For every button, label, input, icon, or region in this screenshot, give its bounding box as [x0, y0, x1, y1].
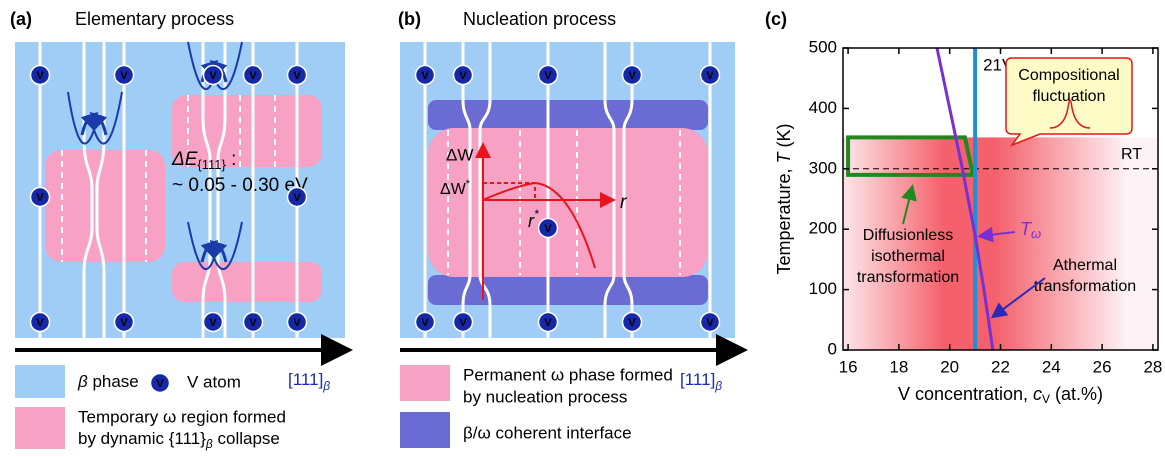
x-tick-label: 24: [1042, 357, 1061, 376]
athermal-label: transformation: [1034, 278, 1136, 295]
v-atom-symbol: V: [459, 70, 467, 82]
x-axis-label: V concentration, cV (at.%): [898, 384, 1103, 406]
barrier-sup: *: [466, 178, 471, 190]
isothermal-label: transformation: [857, 269, 959, 286]
y-axis-text: Temperature,: [774, 163, 794, 274]
energy-colon: :: [226, 149, 237, 170]
direction-sub: β: [714, 379, 722, 393]
isothermal-label: Diffusionless: [863, 227, 953, 244]
figure: (a) Elementary process ΔE{111} : ~ 0.05 …: [0, 0, 1165, 457]
panel-b: (b) Nucleation process ΔW ΔW* r* r Perma…: [398, 9, 740, 448]
legend-text: by dynamic {111}β collapse: [78, 429, 280, 451]
x-tick-label: 28: [1143, 357, 1162, 376]
v-atom-symbol: V: [544, 223, 552, 235]
legend-symbol: β: [77, 372, 88, 391]
v-atom-symbol: V: [544, 70, 552, 82]
v-atom-symbol: V: [544, 317, 552, 329]
y-tick-label: 300: [809, 158, 837, 177]
legend-text: by nucleation process: [463, 387, 627, 406]
v-atom-symbol: V: [628, 70, 636, 82]
barrier-main: ΔW: [440, 181, 467, 198]
x-axis-var: c: [1033, 384, 1042, 404]
v-atom-symbol: V: [706, 317, 714, 329]
x-tick-label: 16: [839, 357, 858, 376]
v-atom-symbol: V: [249, 317, 257, 329]
energy-axis-label: ΔW: [446, 145, 473, 164]
direction-label: [111]β: [680, 370, 722, 393]
y-tick-label: 0: [828, 339, 837, 358]
x-tick-label: 20: [940, 357, 959, 376]
legend-swatch: [400, 412, 450, 448]
y-axis-label: Temperature, T (K): [774, 123, 794, 274]
radius-star-sup: *: [534, 207, 539, 221]
t-omega-sub: ω: [1031, 226, 1041, 241]
v-atom-symbol: V: [156, 378, 164, 390]
energy-symbol: ΔE: [171, 149, 198, 170]
v-atom-symbol: V: [209, 70, 217, 82]
panel-title: Nucleation process: [463, 9, 616, 29]
legend-text: V atom: [187, 372, 241, 391]
x-tick-label: 22: [991, 357, 1010, 376]
x-tick-label: 26: [1093, 357, 1112, 376]
panel-title: Elementary process: [75, 9, 234, 29]
panel-label: (c): [765, 9, 787, 29]
x-tick-label: 18: [889, 357, 908, 376]
v-atom-symbol: V: [293, 192, 301, 204]
v-atom-symbol: V: [459, 317, 467, 329]
direction-sub: β: [322, 379, 330, 393]
legend-swatch: [15, 407, 65, 449]
x-axis-text: V concentration,: [898, 384, 1033, 404]
y-tick-label: 500: [809, 37, 837, 56]
omega-region: [172, 262, 322, 302]
v-atom-symbol: V: [421, 70, 429, 82]
chart: (c) RT Diffusionless isothermal transformati…: [765, 9, 1162, 406]
v-atom-symbol: V: [421, 317, 429, 329]
legend-label: phase: [88, 372, 139, 391]
y-tick-label: 100: [809, 279, 837, 298]
legend-swatch: [15, 365, 65, 398]
v-atom-symbol: V: [36, 317, 44, 329]
x-axis-unit: (at.%): [1050, 384, 1103, 404]
direction-label: [111]β: [288, 370, 330, 393]
legend-text: Permanent ω phase formed: [463, 365, 673, 384]
panel-label: (a): [10, 9, 32, 29]
v-atom-symbol: V: [249, 70, 257, 82]
legend-sub: β: [205, 437, 213, 451]
rt-label: RT: [1121, 146, 1142, 163]
legend-text: β/ω coherent interface: [463, 423, 632, 442]
v-atom-symbol: V: [120, 70, 128, 82]
v-atom-symbol: V: [293, 317, 301, 329]
energy-sub: {111}: [197, 157, 226, 172]
legend-label: by dynamic {111}: [78, 429, 206, 448]
y-axis-unit: (K): [774, 123, 794, 152]
v-atom-symbol: V: [293, 70, 301, 82]
v-atom-symbol: V: [36, 70, 44, 82]
direction-text: [111]: [680, 370, 715, 389]
panel-label: (b): [398, 9, 421, 29]
direction-text: [111]: [288, 370, 323, 389]
legend-text: β phase: [77, 372, 139, 391]
athermal-label: Athermal: [1053, 257, 1117, 274]
callout-text: Compositional: [1018, 67, 1119, 84]
y-tick-label: 200: [809, 219, 837, 238]
v-atom-symbol: V: [706, 70, 714, 82]
legend-label: collapse: [213, 429, 280, 448]
x-axis-sub: V: [1042, 392, 1050, 406]
v-atom-symbol: V: [628, 317, 636, 329]
v-atom-symbol: V: [36, 192, 44, 204]
legend-swatch: [400, 365, 450, 401]
legend-text: Temporary ω region formed: [78, 407, 286, 426]
isothermal-label: isothermal: [871, 248, 945, 265]
v-atom-symbol: V: [209, 317, 217, 329]
v-atom-symbol: V: [120, 317, 128, 329]
radius-label: r: [620, 192, 627, 213]
y-tick-label: 400: [809, 98, 837, 117]
